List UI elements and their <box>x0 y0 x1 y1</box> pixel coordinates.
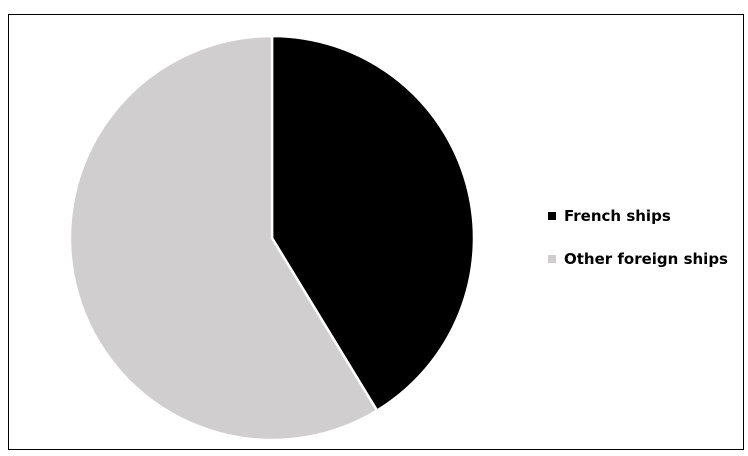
pie-slice-other-foreign-ships <box>68 34 379 442</box>
legend-swatch-other-foreign-ships <box>548 255 556 263</box>
pie-slices <box>68 34 476 442</box>
legend-swatch-french-ships <box>548 212 556 220</box>
legend-label-french-ships: French ships <box>564 207 671 225</box>
pie-slice-french-ships <box>270 34 476 412</box>
legend-label-other-foreign-ships: Other foreign ships <box>564 250 728 268</box>
legend-item-french-ships: French ships <box>548 206 728 226</box>
legend: French ships Other foreign ships <box>548 206 728 292</box>
legend-item-other-foreign-ships: Other foreign ships <box>548 249 728 269</box>
